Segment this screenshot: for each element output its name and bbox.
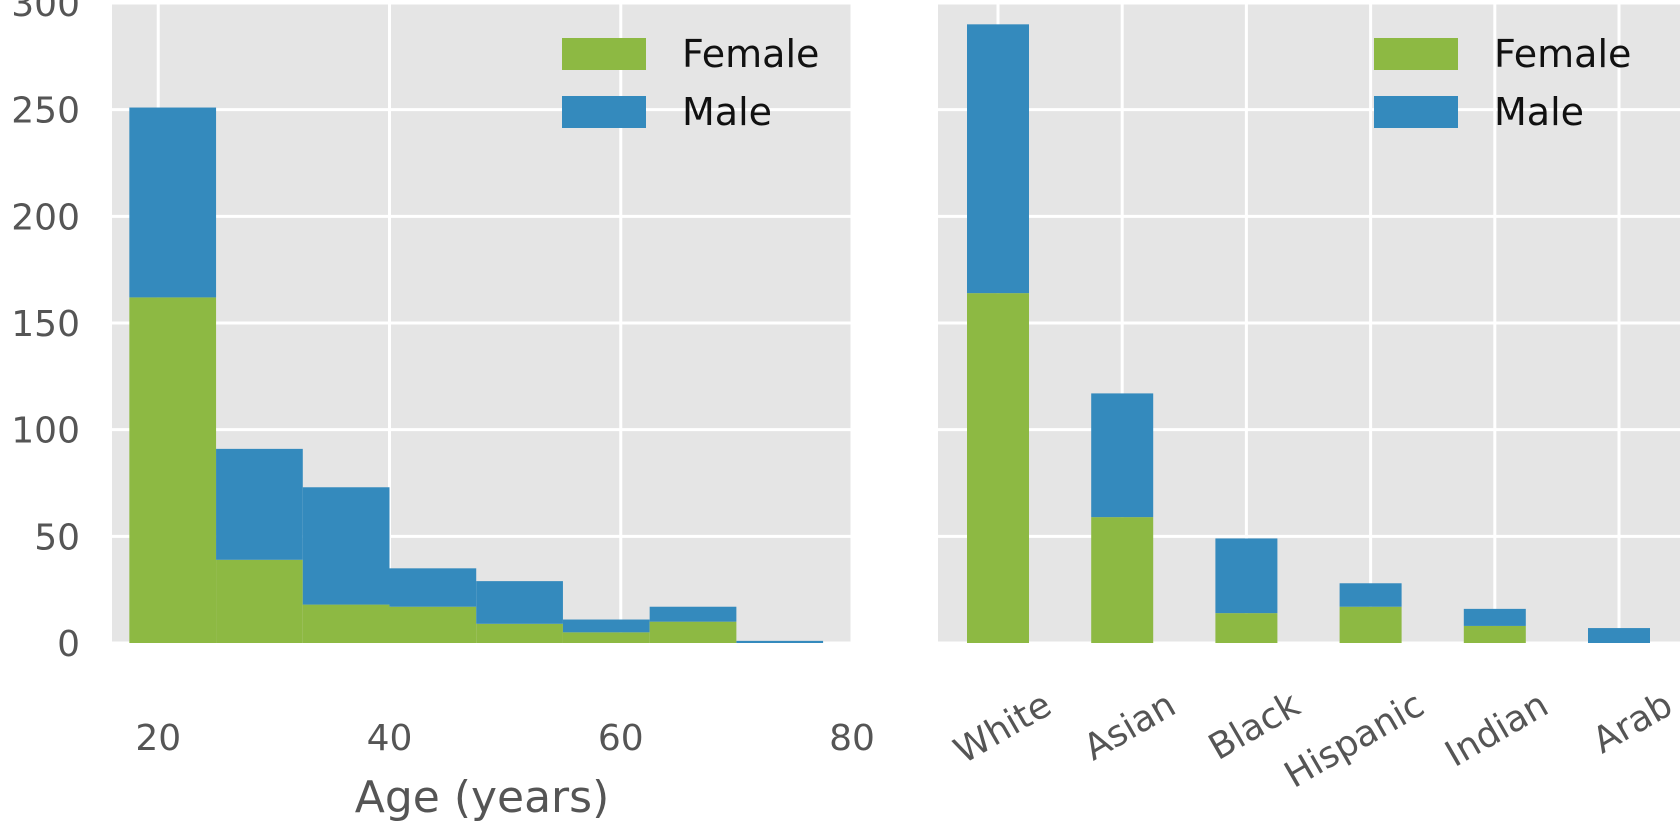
legend-swatch-female — [1374, 38, 1458, 70]
bar-female-age-bin — [476, 623, 563, 643]
legend-label-male: Male — [1494, 90, 1584, 134]
bar-male-hispanic — [1339, 583, 1402, 607]
y-tick-label: 250 — [11, 91, 80, 132]
bar-female-white — [967, 293, 1029, 643]
y-tick-label: 150 — [11, 304, 80, 345]
age-histogram-panel: 0 50 100 150 200 250 300 20 40 60 80 Female Male Age … — [11, 0, 875, 823]
y-tick-label: 300 — [11, 0, 80, 25]
bar-male-age-bin — [476, 581, 563, 624]
bar-female-hispanic — [1339, 606, 1402, 643]
legend-label-female: Female — [1494, 32, 1631, 76]
x-tick-label: 20 — [135, 718, 181, 759]
x-tick-label-arab: Arab — [1586, 684, 1680, 762]
x-tick-label-white: White — [947, 684, 1058, 772]
bar-male-age-bin — [216, 448, 303, 560]
bar-male-arab — [1588, 628, 1650, 643]
x-tick-label: 60 — [598, 718, 644, 759]
x-tick-label-asian: Asian — [1077, 684, 1183, 769]
bar-male-age-bin — [736, 640, 824, 643]
x-tick-label: 40 — [367, 718, 413, 759]
legend-swatch-male — [1374, 96, 1458, 128]
legend-swatch-male — [562, 96, 646, 128]
bar-male-white — [967, 24, 1029, 294]
bar-male-black — [1215, 538, 1278, 614]
bar-female-age-bin — [302, 604, 390, 643]
x-tick-label-hispanic: Hispanic — [1278, 684, 1431, 796]
bar-female-age-bin — [129, 297, 217, 643]
legend-label-female: Female — [682, 32, 819, 76]
bar-male-age-bin — [649, 606, 737, 622]
bar-female-age-bin — [562, 632, 650, 643]
x-axis-title: Age (years) — [355, 772, 610, 823]
bar-female-age-bin — [389, 606, 477, 643]
bar-female-indian — [1463, 625, 1526, 643]
bar-female-age-bin — [216, 559, 303, 643]
y-tick-label: 50 — [34, 517, 80, 558]
legend-label-male: Male — [682, 90, 772, 134]
bar-male-asian — [1091, 393, 1154, 518]
x-tick-label-indian: Indian — [1439, 684, 1556, 775]
x-tick-label: 80 — [829, 718, 875, 759]
bar-male-age-bin — [302, 487, 390, 605]
bar-female-black — [1215, 613, 1278, 643]
y-tick-label: 100 — [11, 411, 80, 452]
bar-male-age-bin — [389, 568, 477, 607]
bar-female-age-bin — [649, 621, 737, 643]
legend-swatch-female — [562, 38, 646, 70]
y-tick-label: 0 — [57, 624, 80, 665]
bar-male-age-bin — [562, 619, 650, 633]
bar-female-asian — [1091, 517, 1154, 643]
bar-male-indian — [1463, 608, 1526, 626]
bar-male-age-bin — [129, 107, 217, 298]
y-tick-label: 200 — [11, 197, 80, 238]
